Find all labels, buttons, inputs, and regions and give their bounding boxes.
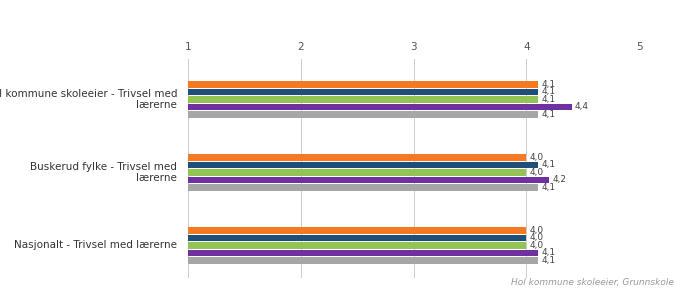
Text: 4,0: 4,0 — [530, 153, 544, 162]
Bar — [188, 89, 538, 95]
Text: 4,1: 4,1 — [541, 183, 555, 192]
Text: 4,1: 4,1 — [541, 80, 555, 89]
Bar — [188, 169, 527, 176]
Text: 4,0: 4,0 — [530, 168, 544, 177]
Bar — [188, 81, 538, 88]
Bar — [188, 184, 538, 191]
Bar — [188, 242, 527, 249]
Bar — [188, 235, 527, 241]
Bar — [188, 104, 572, 110]
Text: 4,1: 4,1 — [541, 160, 555, 169]
Text: 4,1: 4,1 — [541, 110, 555, 119]
Text: 4,1: 4,1 — [541, 95, 555, 104]
Text: Hol kommune skoleeier, Grunnskole: Hol kommune skoleeier, Grunnskole — [512, 278, 674, 287]
Text: 4,0: 4,0 — [530, 241, 544, 250]
Legend: 2006-07, 2007-08, 2008-09, 2009-10, 2010-11: 2006-07, 2007-08, 2008-09, 2009-10, 2010… — [235, 0, 610, 1]
Bar — [188, 176, 549, 183]
Bar — [188, 162, 538, 168]
Bar — [188, 111, 538, 118]
Text: 4,1: 4,1 — [541, 256, 555, 265]
Bar — [188, 154, 527, 161]
Bar — [188, 227, 527, 234]
Bar — [188, 250, 538, 256]
Text: 4,0: 4,0 — [530, 234, 544, 242]
Text: 4,0: 4,0 — [530, 226, 544, 235]
Text: 4,1: 4,1 — [541, 248, 555, 257]
Bar — [188, 257, 538, 263]
Bar — [188, 96, 538, 103]
Text: 4,4: 4,4 — [575, 102, 589, 111]
Text: 4,2: 4,2 — [553, 175, 566, 184]
Text: 4,1: 4,1 — [541, 87, 555, 96]
